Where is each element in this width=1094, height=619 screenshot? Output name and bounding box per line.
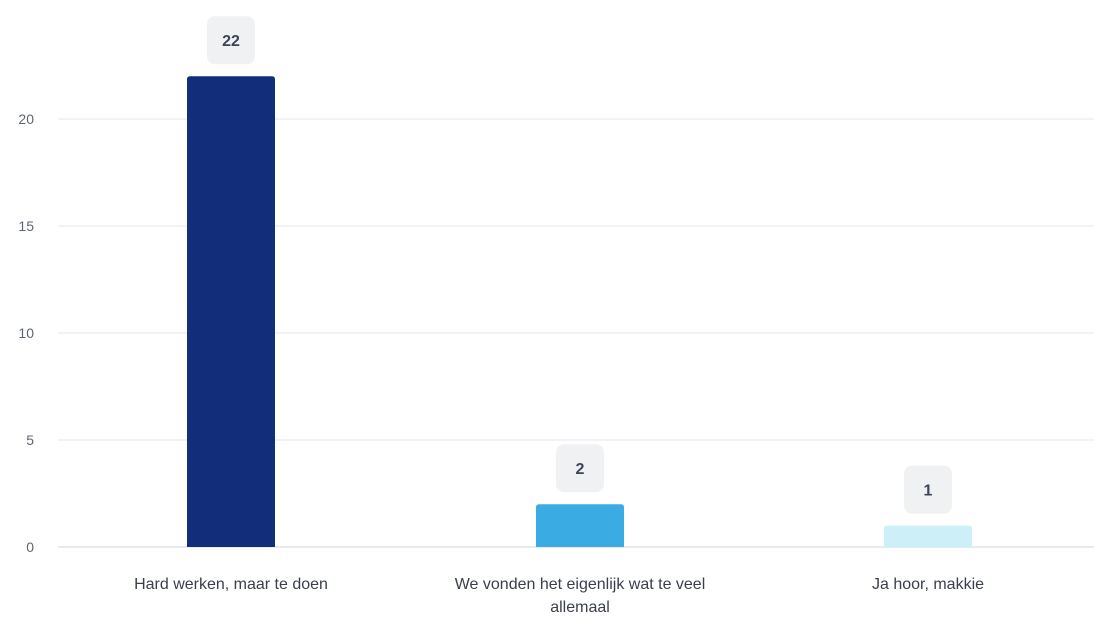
data-label-box [904,465,952,514]
y-tick-label: 0 [26,539,34,555]
data-label: 1 [904,465,952,514]
y-tick-label: 20 [18,111,34,127]
data-label-box [207,16,255,65]
y-tick-label: 15 [18,218,34,234]
x-tick-label: Ja hoor, makkie [872,576,984,593]
data-label-text: 1 [924,483,933,500]
bars [187,76,972,547]
bar[interactable] [536,504,624,547]
bar[interactable] [187,76,275,547]
data-label-box [556,444,604,493]
data-label-text: 2 [576,461,585,478]
data-label: 2 [556,444,604,493]
x-axis: Hard werken, maar te doen We vonden het e… [134,576,984,616]
x-tick-label: Hard werken, maar te doen [134,576,328,593]
data-label: 22 [207,16,255,65]
y-tick-label: 5 [26,432,34,448]
y-tick-label: 10 [18,325,34,341]
bar[interactable] [884,525,972,547]
x-tick-label: We vonden het eigenlijk wat te veel allem… [455,576,706,616]
data-label-text: 22 [222,33,240,50]
y-axis: 0 5 10 15 20 [18,111,34,555]
